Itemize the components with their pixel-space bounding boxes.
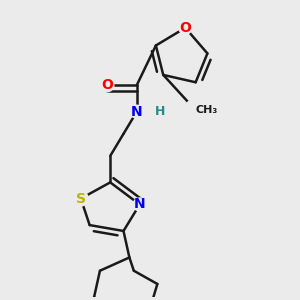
Text: N: N xyxy=(131,105,142,119)
Circle shape xyxy=(155,106,166,117)
Circle shape xyxy=(133,198,146,211)
Text: O: O xyxy=(179,21,191,35)
Circle shape xyxy=(184,99,207,122)
Text: S: S xyxy=(76,192,86,206)
Text: N: N xyxy=(134,197,146,212)
Text: CH₃: CH₃ xyxy=(196,105,218,115)
Text: H: H xyxy=(155,105,166,118)
Text: O: O xyxy=(101,78,113,92)
Circle shape xyxy=(74,191,88,206)
Circle shape xyxy=(130,105,143,118)
Circle shape xyxy=(101,79,114,92)
Circle shape xyxy=(179,21,192,34)
